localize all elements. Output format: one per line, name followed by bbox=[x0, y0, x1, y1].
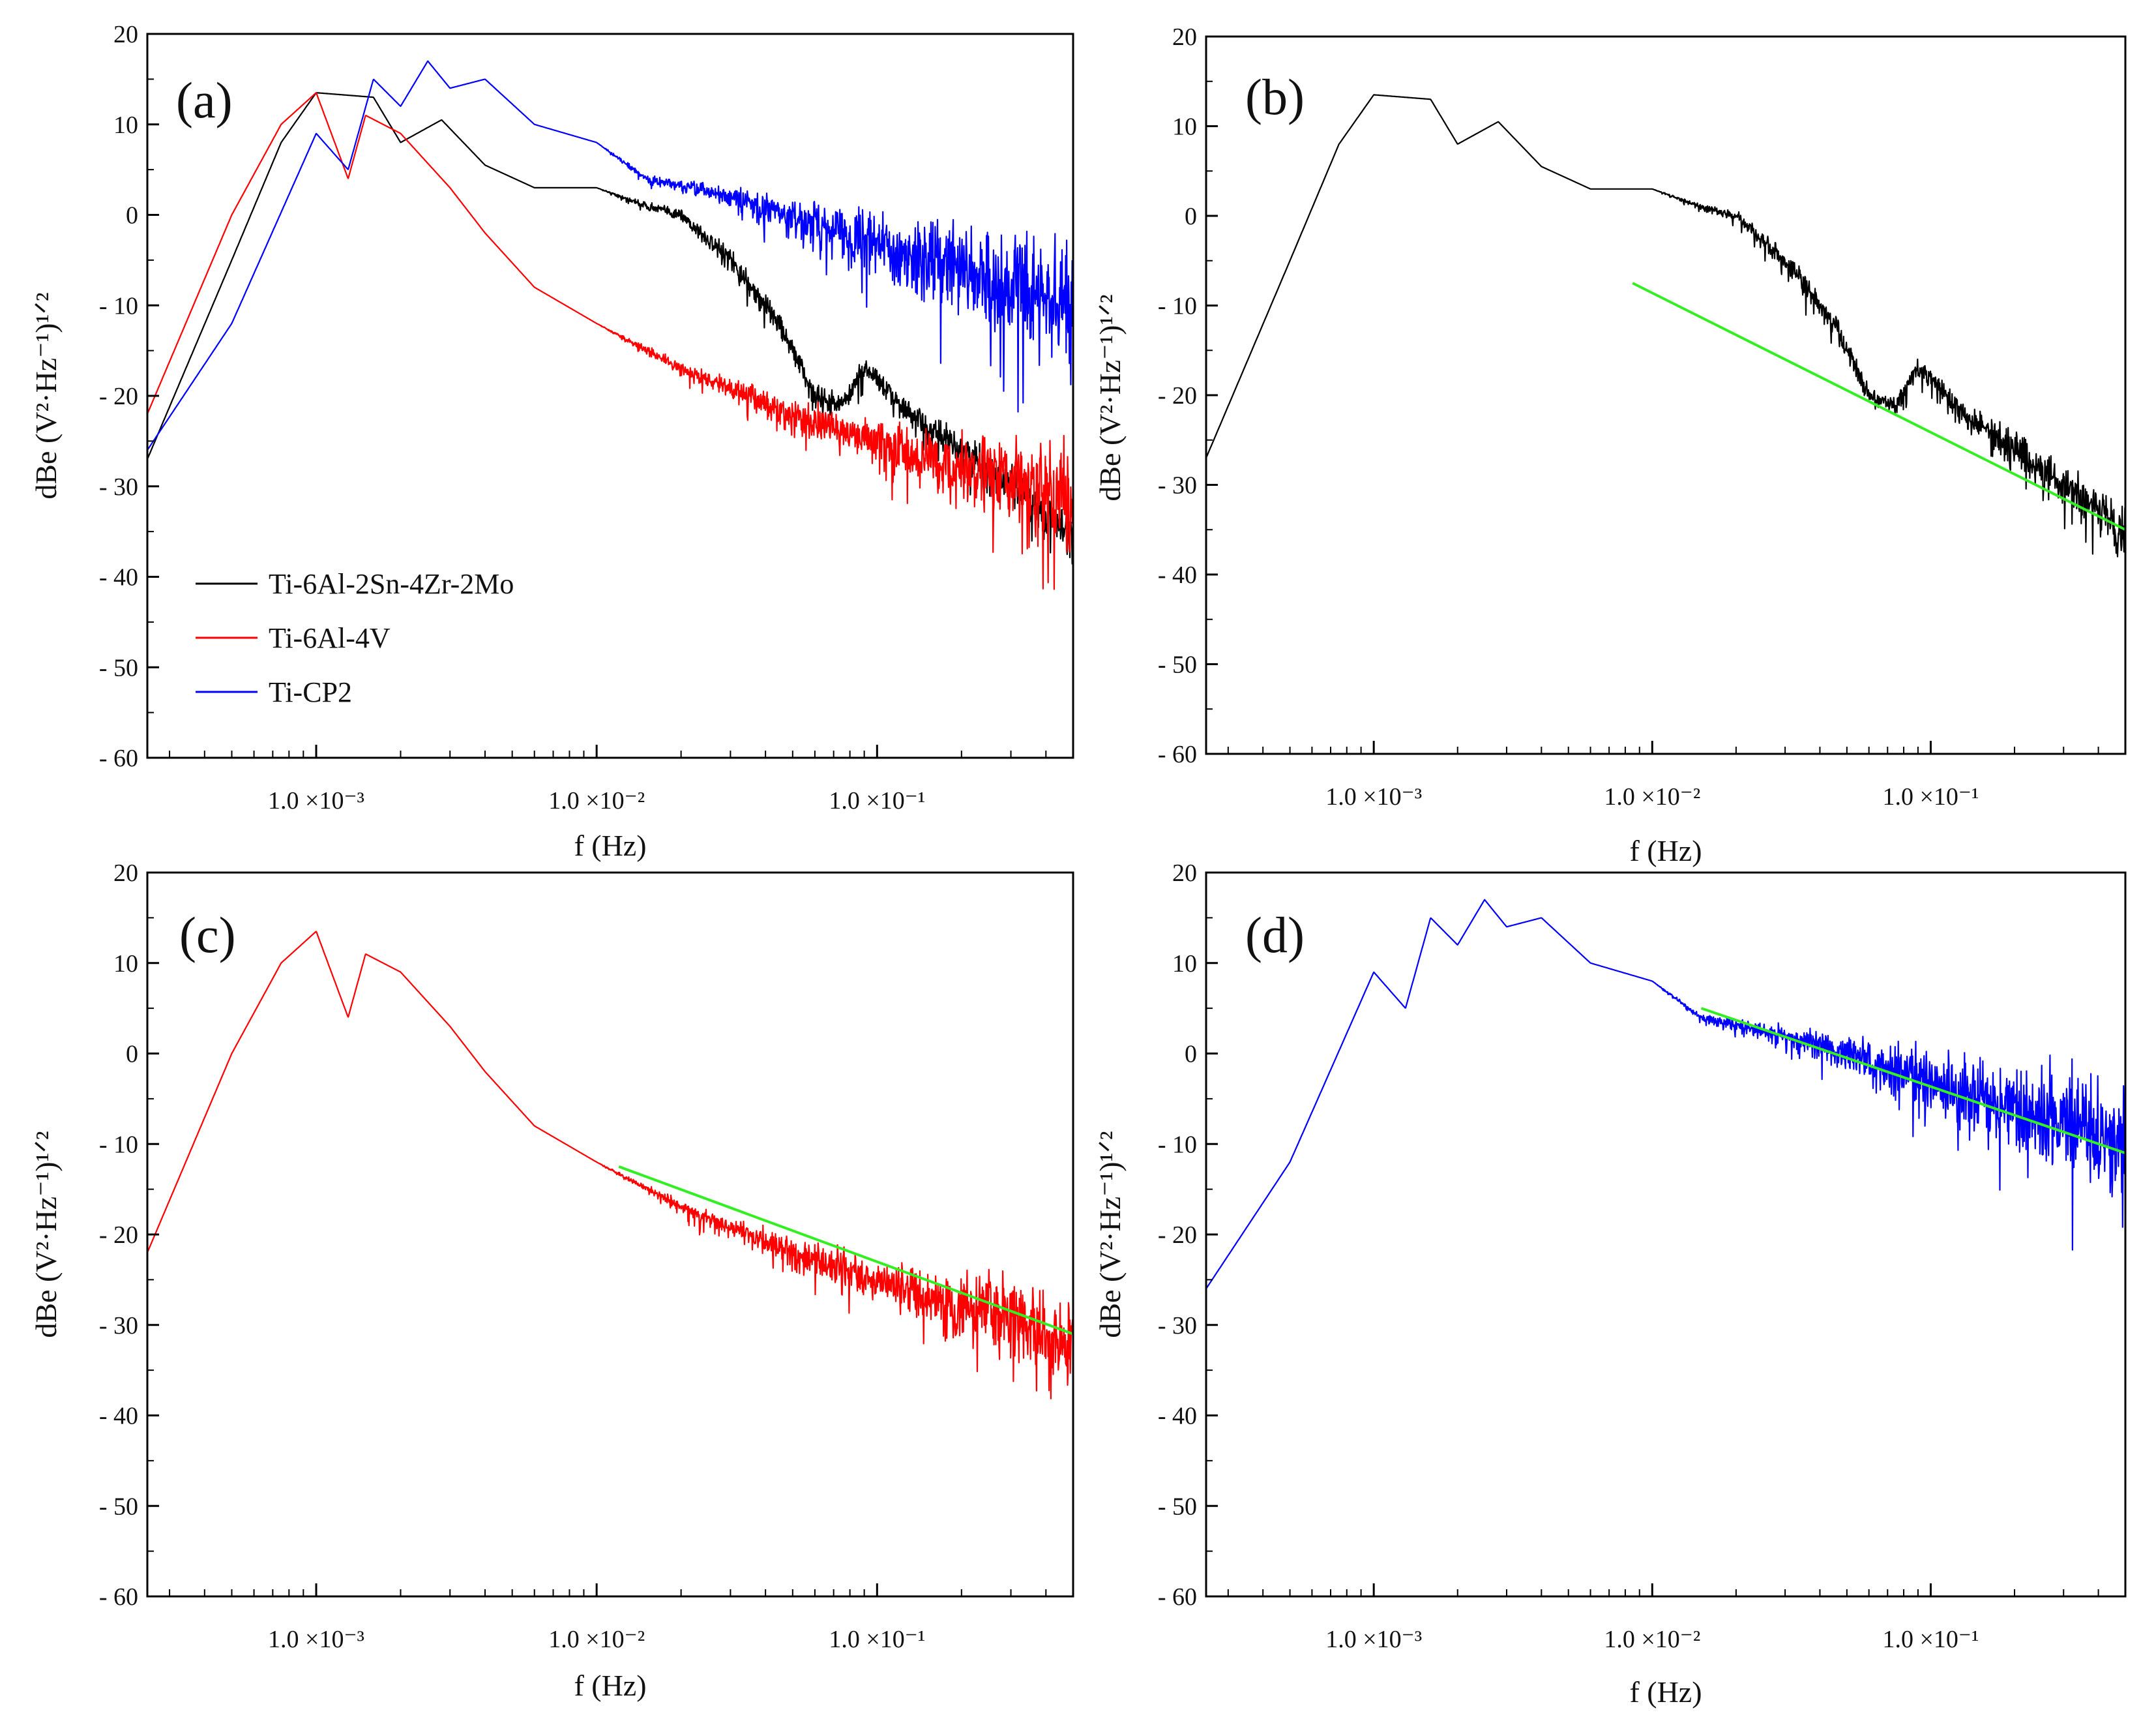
legend-label: Ti-6Al-4V bbox=[269, 622, 391, 654]
y-tick-label: 20 bbox=[1172, 860, 1197, 887]
panel-b-data bbox=[1205, 94, 2127, 558]
panel-d-x-ticks: 1.0 ×10⁻³ 1.0 ×10⁻² 1.0 ×10⁻¹ bbox=[1227, 1583, 2126, 1653]
y-tick-label: - 60 bbox=[1158, 1583, 1197, 1611]
panel-b-x-axis-title: f (Hz) bbox=[1629, 834, 1702, 867]
y-tick-label: - 30 bbox=[99, 473, 138, 501]
y-tick-label: - 10 bbox=[99, 1131, 138, 1158]
panel-b-y-ticks: 20 10 0 - 10 - 20 - 30 - 40 - 50 - 60 bbox=[1158, 23, 1218, 768]
y-tick-label: - 40 bbox=[1158, 1403, 1197, 1430]
panel-c-y-ticks: 20 10 0 - 10 - 20 - 30 - 40 - 50 - 60 bbox=[99, 860, 159, 1611]
y-tick-label: - 50 bbox=[99, 1493, 138, 1520]
y-tick-label: - 30 bbox=[1158, 472, 1197, 500]
legend-entry: Ti-6Al-2Sn-4Zr-2Mo bbox=[196, 568, 514, 600]
y-tick-label: - 60 bbox=[99, 745, 138, 772]
y-tick-label: 10 bbox=[1172, 113, 1197, 141]
y-tick-label: - 40 bbox=[1158, 561, 1197, 589]
panel-b-y-axis-title: dBe (V²·Hz⁻¹)¹ᐟ² bbox=[1093, 294, 1127, 501]
panel-c-x-axis-title: f (Hz) bbox=[574, 1669, 646, 1702]
panel-a-x-ticks: 1.0 ×10⁻³ 1.0 ×10⁻² 1.0 ×10⁻¹ bbox=[169, 745, 1074, 815]
legend-entry: Ti-6Al-4V bbox=[196, 622, 391, 654]
fit-line bbox=[618, 1165, 1074, 1336]
panel-c-label: (c) bbox=[179, 906, 236, 963]
y-tick-label: - 20 bbox=[1158, 1221, 1197, 1249]
y-tick-label: - 50 bbox=[1158, 1493, 1197, 1520]
panel-c-y-axis-title: dBe (V²·Hz⁻¹)¹ᐟ² bbox=[29, 1131, 63, 1338]
y-tick-label: 0 bbox=[1185, 1041, 1197, 1068]
y-tick-label: - 10 bbox=[99, 292, 138, 320]
y-tick-label: 20 bbox=[1172, 23, 1197, 51]
panel-d-label: (d) bbox=[1245, 906, 1305, 963]
panel-a-data bbox=[146, 60, 1074, 590]
y-tick-label: 20 bbox=[113, 21, 138, 48]
panel-a-x-axis-title: f (Hz) bbox=[574, 829, 646, 862]
fit-line bbox=[1632, 282, 2126, 531]
panel-d-y-axis-title: dBe (V²·Hz⁻¹)¹ᐟ² bbox=[1093, 1131, 1127, 1338]
x-tick-label: 1.0 ×10⁻³ bbox=[1325, 1626, 1422, 1653]
y-tick-label: 0 bbox=[1185, 203, 1197, 230]
y-tick-label: - 20 bbox=[1158, 382, 1197, 410]
series-line bbox=[146, 92, 1074, 590]
panel-a-label: (a) bbox=[176, 72, 233, 128]
y-tick-label: - 40 bbox=[99, 1403, 138, 1430]
panel-d-y-ticks: 20 10 0 - 10 - 20 - 30 - 40 - 50 - 60 bbox=[1158, 860, 1218, 1611]
y-tick-label: - 10 bbox=[1158, 1131, 1197, 1158]
x-tick-label: 1.0 ×10⁻² bbox=[548, 1626, 645, 1653]
y-tick-label: 0 bbox=[126, 1041, 138, 1068]
y-tick-label: - 50 bbox=[1158, 651, 1197, 679]
x-tick-label: 1.0 ×10⁻³ bbox=[1325, 783, 1422, 811]
y-tick-label: - 10 bbox=[1158, 293, 1197, 320]
series-line bbox=[147, 60, 1074, 451]
y-tick-label: 0 bbox=[126, 202, 138, 230]
panel-c-x-ticks: 1.0 ×10⁻³ 1.0 ×10⁻² 1.0 ×10⁻¹ bbox=[169, 1583, 1074, 1653]
x-tick-label: 1.0 ×10⁻¹ bbox=[1882, 783, 1979, 811]
legend-label: Ti-6Al-2Sn-4Zr-2Mo bbox=[269, 568, 514, 600]
panel-b-label: (b) bbox=[1245, 68, 1305, 125]
panel-a-y-axis-title: dBe (V²·Hz⁻¹)¹ᐟ² bbox=[29, 292, 63, 499]
series-line bbox=[1205, 899, 2127, 1289]
x-tick-label: 1.0 ×10⁻² bbox=[1604, 783, 1700, 811]
series-line bbox=[146, 931, 1074, 1399]
x-tick-label: 1.0 ×10⁻¹ bbox=[829, 1626, 925, 1653]
panel-a-y-ticks: 20 10 0 - 10 - 20 - 30 - 40 - 50 - 60 bbox=[99, 21, 159, 772]
y-tick-label: 10 bbox=[113, 950, 138, 978]
y-tick-label: - 50 bbox=[99, 654, 138, 681]
fit-line bbox=[1700, 1007, 2126, 1155]
x-tick-label: 1.0 ×10⁻² bbox=[548, 787, 645, 815]
legend-entry: Ti-CP2 bbox=[196, 676, 352, 708]
y-tick-label: 10 bbox=[1172, 950, 1197, 978]
x-tick-label: 1.0 ×10⁻² bbox=[1604, 1626, 1700, 1653]
x-tick-label: 1.0 ×10⁻³ bbox=[268, 1626, 364, 1653]
y-tick-label: 20 bbox=[113, 860, 138, 887]
y-tick-label: - 60 bbox=[99, 1583, 138, 1611]
x-tick-label: 1.0 ×10⁻³ bbox=[268, 787, 364, 815]
panel-d-x-axis-title: f (Hz) bbox=[1629, 1675, 1702, 1709]
y-tick-label: - 40 bbox=[99, 564, 138, 591]
y-tick-label: - 60 bbox=[1158, 741, 1197, 768]
y-tick-label: 10 bbox=[113, 112, 138, 139]
y-tick-label: - 20 bbox=[99, 383, 138, 410]
y-tick-label: - 30 bbox=[99, 1312, 138, 1339]
legend: Ti-6Al-2Sn-4Zr-2Mo Ti-6Al-4V Ti-CP2 bbox=[196, 568, 514, 708]
panel-b-x-ticks: 1.0 ×10⁻³ 1.0 ×10⁻² 1.0 ×10⁻¹ bbox=[1227, 741, 2126, 811]
panel-c-data bbox=[146, 931, 1074, 1399]
legend-label: Ti-CP2 bbox=[269, 676, 352, 708]
panel-d-data bbox=[1205, 899, 2127, 1289]
y-tick-label: - 20 bbox=[99, 1221, 138, 1249]
series-line bbox=[1205, 94, 2127, 558]
x-tick-label: 1.0 ×10⁻¹ bbox=[829, 787, 925, 815]
y-tick-label: - 30 bbox=[1158, 1312, 1197, 1339]
x-tick-label: 1.0 ×10⁻¹ bbox=[1882, 1626, 1979, 1653]
series-line bbox=[146, 92, 1074, 565]
